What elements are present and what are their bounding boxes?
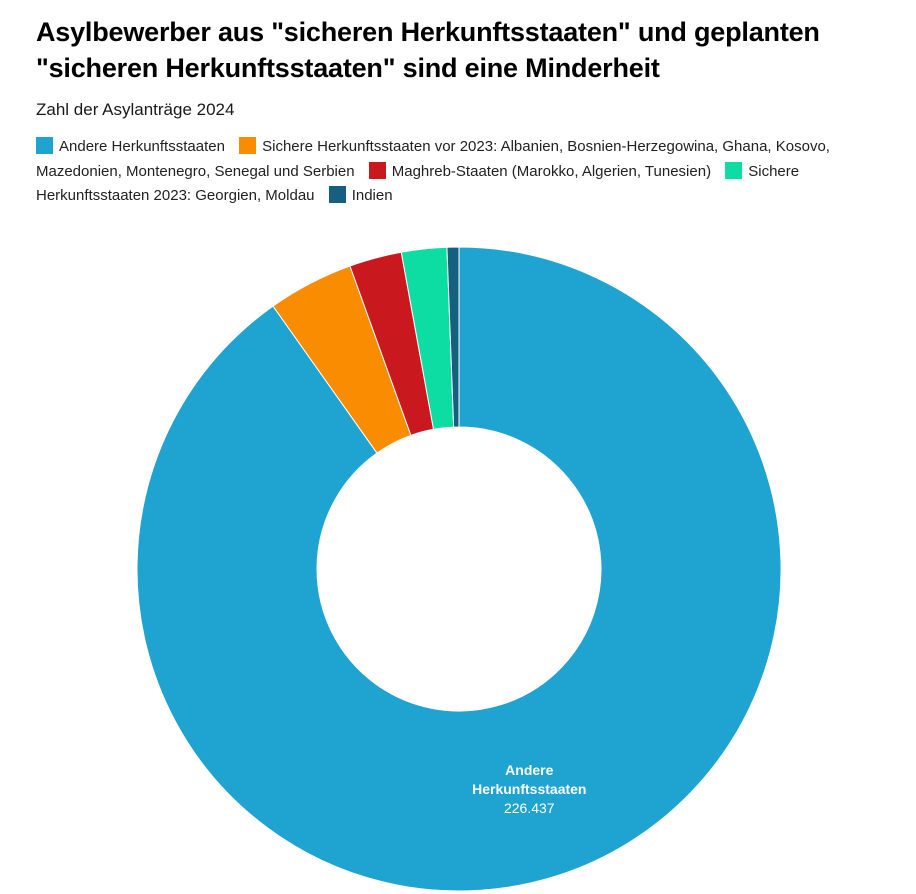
legend-swatch bbox=[725, 161, 743, 179]
legend-label: Sichere Herkunftsstaaten 2023: Georgien,… bbox=[36, 162, 800, 205]
legend-label: Maghreb-Staaten (Marokko, Algerien, Tune… bbox=[391, 162, 712, 180]
legend-swatch bbox=[328, 186, 346, 203]
donut-chart: Andere Herkunftsstaaten 226.437 bbox=[136, 246, 782, 892]
legend-item[interactable]: Andere Herkunftsstaaten bbox=[36, 137, 225, 155]
legend-label: Indien bbox=[351, 187, 393, 204]
slice-name-label: Andere bbox=[505, 762, 553, 778]
legend-label: Sichere Herkunftsstaaten vor 2023: Alban… bbox=[36, 138, 830, 180]
legend-item[interactable]: Maghreb-Staaten (Marokko, Algerien, Tune… bbox=[368, 161, 712, 180]
legend-item[interactable]: Sichere Herkunftsstaaten vor 2023: Alban… bbox=[36, 137, 830, 180]
legend-label: Andere Herkunftsstaaten bbox=[59, 138, 225, 155]
legend-item[interactable]: Sichere Herkunftsstaaten 2023: Georgien,… bbox=[36, 161, 800, 205]
slice-name-label: Herkunftsstaaten bbox=[472, 781, 586, 797]
legend-item[interactable]: Indien bbox=[328, 186, 393, 204]
legend-swatch bbox=[36, 137, 53, 154]
legend-swatch bbox=[368, 161, 386, 179]
legend-swatch bbox=[239, 137, 257, 154]
donut-slice[interactable] bbox=[446, 246, 460, 428]
chart-title: Asylbewerber aus "sicheren Herkunftsstaa… bbox=[36, 17, 820, 83]
chart-subtitle: Zahl der Asylanträge 2024 bbox=[36, 100, 235, 119]
donut-slice[interactable] bbox=[136, 246, 782, 892]
slice-value-label: 226.437 bbox=[504, 800, 555, 816]
chart-legend: Andere Herkunftsstaaten Sichere Herkunft… bbox=[36, 135, 886, 209]
